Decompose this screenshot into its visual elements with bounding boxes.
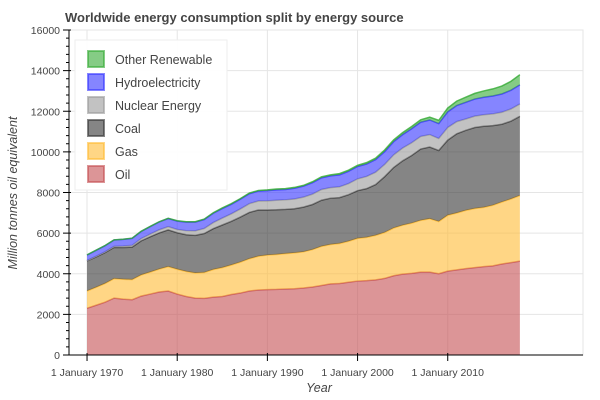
legend-label: Hydroelectricity	[115, 76, 201, 90]
legend-item[interactable]: Coal	[87, 119, 141, 137]
y-tick-label: 8000	[37, 188, 61, 200]
legend-item[interactable]: Hydroelectricity	[87, 73, 201, 91]
legend-label: Other Renewable	[115, 53, 212, 67]
y-tick-label: 12000	[31, 106, 60, 118]
legend-item[interactable]: Nuclear Energy	[87, 96, 202, 114]
legend-swatch	[87, 142, 105, 160]
legend-swatch	[87, 73, 105, 91]
legend: Other Renewable Hydroelectricity Nuclear E…	[74, 39, 228, 191]
y-tick-label: 0	[54, 350, 60, 362]
legend-item[interactable]: Gas	[87, 142, 138, 160]
x-tick-label: 1 January 2000	[321, 367, 394, 379]
y-tick-label: 6000	[37, 228, 61, 240]
legend-swatch	[87, 50, 105, 68]
line-other-renewable	[86, 74, 521, 256]
legend-swatch	[87, 165, 105, 183]
y-tick-label: 10000	[31, 147, 60, 159]
area-oil	[87, 261, 520, 355]
legend-label: Oil	[115, 168, 130, 182]
x-tick-label: 1 January 1970	[51, 367, 124, 379]
area-layers	[86, 74, 521, 355]
y-tick-label: 4000	[37, 269, 61, 281]
legend-label: Nuclear Energy	[115, 99, 202, 113]
area-coal	[87, 116, 520, 292]
legend-item[interactable]: Other Renewable	[87, 50, 212, 68]
y-tick-label: 14000	[31, 66, 60, 78]
y-tick-label: 16000	[31, 25, 60, 37]
legend-swatch	[87, 96, 105, 114]
y-axis-label: Million tonnes oil equivalent	[6, 116, 20, 269]
x-tick-label: 1 January 2010	[412, 367, 485, 379]
y-tick-label: 2000	[37, 309, 61, 321]
axes: 0 2000 4000 6000 8000 10000 12000 14000 16000 1 J…	[31, 25, 583, 379]
x-tick-label: 1 January 1980	[141, 367, 214, 379]
chart-title: Worldwide energy consumption split by en…	[65, 10, 404, 25]
legend-swatch	[87, 119, 105, 137]
legend-label: Gas	[115, 145, 138, 159]
x-axis-label: Year	[306, 381, 333, 395]
legend-item[interactable]: Oil	[87, 165, 130, 183]
x-tick-label: 1 January 1990	[231, 367, 304, 379]
legend-label: Coal	[115, 122, 141, 136]
